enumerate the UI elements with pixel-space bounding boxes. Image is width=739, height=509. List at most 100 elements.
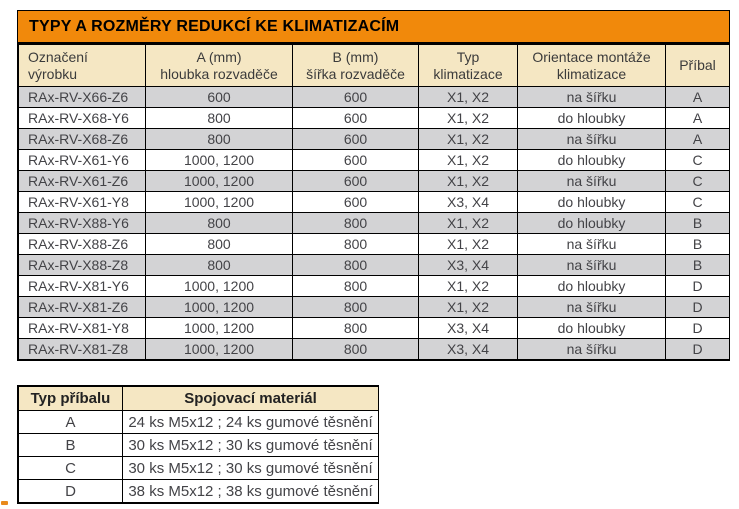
table-row: RAx-RV-X81-Y8 1000, 1200 800 X3, X4 do hloub… — [18, 317, 730, 339]
cell: 24 ks M5x12 ; 24 ks gumové těsnění — [122, 410, 379, 434]
column-header: Označení výrobku — [18, 44, 146, 87]
cell: na šířku — [517, 86, 666, 108]
cell: do hloubky — [517, 107, 666, 129]
accessory-table-body: A 24 ks M5x12 ; 24 ks gumové těsnění B 30 k… — [18, 410, 379, 503]
column-header: B (mm) šířka rozvaděče — [292, 44, 419, 87]
column-header: Typ příbalu — [18, 386, 123, 411]
cell: 1000, 1200 — [145, 317, 293, 339]
cell: A — [665, 86, 730, 108]
cell: do hloubky — [517, 275, 666, 297]
cell: do hloubky — [517, 149, 666, 171]
table-row: RAx-RV-X81-Z6 1000, 1200 800 X1, X2 na šířku… — [18, 296, 730, 318]
cell: 600 — [292, 191, 419, 213]
cell: X3, X4 — [418, 338, 518, 360]
cell: 1000, 1200 — [145, 296, 293, 318]
cell: X1, X2 — [418, 86, 518, 108]
table-row: A 24 ks M5x12 ; 24 ks gumové těsnění — [18, 410, 379, 434]
cell: 800 — [145, 233, 293, 255]
accessory-material-table: Typ příbalu Spojovací materiál A 24 ks M5x… — [17, 385, 379, 504]
cell: RAx-RV-X81-Y6 — [18, 275, 146, 297]
main-table-header: Označení výrobku A (mm) hloubka rozvaděče B … — [18, 44, 730, 87]
column-header-line: Typ příbalu — [30, 390, 111, 407]
cell: RAx-RV-X88-Y6 — [18, 212, 146, 234]
cell: 600 — [145, 86, 293, 108]
cell: D — [18, 479, 123, 503]
cell: C — [18, 456, 123, 480]
table-title: TYPY A ROZMĚRY REDUKCÍ KE KLIMATIZACÍM — [18, 11, 729, 44]
cell: 800 — [292, 317, 419, 339]
cell: 1000, 1200 — [145, 275, 293, 297]
cell: C — [665, 149, 730, 171]
cell: X1, X2 — [418, 128, 518, 150]
column-header-line: B (mm) — [332, 48, 379, 65]
cell: 1000, 1200 — [145, 170, 293, 192]
table-row: RAx-RV-X68-Y6 800 600 X1, X2 do hloubky A — [18, 107, 730, 129]
table-row: RAx-RV-X68-Z6 800 600 X1, X2 na šířku A — [18, 128, 730, 150]
cell: 800 — [292, 275, 419, 297]
cell: B — [665, 233, 730, 255]
cell: B — [665, 254, 730, 276]
cell: 600 — [292, 107, 419, 129]
header-row: Označení výrobku A (mm) hloubka rozvaděče B … — [18, 44, 730, 87]
column-header: Orientace montáže klimatizace — [517, 44, 666, 87]
cell: B — [18, 433, 123, 457]
cell: 30 ks M5x12 ; 30 ks gumové těsnění — [122, 456, 379, 480]
column-header-line: Typ — [456, 48, 480, 65]
cell: RAx-RV-X66-Z6 — [18, 86, 146, 108]
cell: RAx-RV-X68-Y6 — [18, 107, 146, 129]
cell: RAx-RV-X68-Z6 — [18, 128, 146, 150]
stray-orange-mark — [1, 501, 8, 505]
cell: na šířku — [517, 128, 666, 150]
cell: 600 — [292, 170, 419, 192]
table-row: RAx-RV-X88-Y6 800 800 X1, X2 do hloubky B — [18, 212, 730, 234]
cell: A — [665, 107, 730, 129]
cell: X3, X4 — [418, 254, 518, 276]
cell: 800 — [145, 128, 293, 150]
column-header-line: A (mm) — [196, 48, 242, 65]
cell: na šířku — [517, 296, 666, 318]
cell: na šířku — [517, 233, 666, 255]
column-header-line: klimatizace — [556, 65, 627, 82]
column-header-line: Příbal — [679, 57, 716, 73]
cell: X3, X4 — [418, 317, 518, 339]
table-row: RAx-RV-X88-Z8 800 800 X3, X4 na šířku B — [18, 254, 730, 276]
column-header: A (mm) hloubka rozvaděče — [145, 44, 293, 87]
cell: RAx-RV-X88-Z8 — [18, 254, 146, 276]
table-row: RAx-RV-X88-Z6 800 800 X1, X2 na šířku B — [18, 233, 730, 255]
cell: B — [665, 212, 730, 234]
cell: 1000, 1200 — [145, 191, 293, 213]
column-header-line: Orientace montáže — [532, 48, 651, 65]
cell: na šířku — [517, 170, 666, 192]
table-row: RAx-RV-X61-Y6 1000, 1200 600 X1, X2 do hloub… — [18, 149, 730, 171]
cell: D — [665, 296, 730, 318]
cell: C — [665, 170, 730, 192]
table-row: D 38 ks M5x12 ; 38 ks gumové těsnění — [18, 479, 379, 503]
cell: do hloubky — [517, 212, 666, 234]
cell: do hloubky — [517, 317, 666, 339]
cell: 800 — [292, 233, 419, 255]
column-header: Typ klimatizace — [418, 44, 518, 87]
cell: C — [665, 191, 730, 213]
column-header: Příbal — [665, 44, 730, 87]
cell: X1, X2 — [418, 275, 518, 297]
column-header: Spojovací materiál — [122, 386, 379, 411]
cell: 800 — [292, 254, 419, 276]
cell: na šířku — [517, 254, 666, 276]
column-header-line: hloubka rozvaděče — [160, 65, 278, 82]
table-row: B 30 ks M5x12 ; 30 ks gumové těsnění — [18, 433, 379, 457]
cell: X1, X2 — [418, 233, 518, 255]
cell: 800 — [145, 212, 293, 234]
reduction-types-table: TYPY A ROZMĚRY REDUKCÍ KE KLIMATIZACÍM O… — [17, 10, 730, 361]
cell: D — [665, 275, 730, 297]
cell: X1, X2 — [418, 296, 518, 318]
cell: X1, X2 — [418, 107, 518, 129]
cell: 38 ks M5x12 ; 38 ks gumové těsnění — [122, 479, 379, 503]
accessory-table-header: Typ příbalu Spojovací materiál — [18, 386, 379, 411]
cell: RAx-RV-X81-Y8 — [18, 317, 146, 339]
header-row: Typ příbalu Spojovací materiál — [18, 386, 379, 411]
cell: D — [665, 338, 730, 360]
cell: RAx-RV-X81-Z8 — [18, 338, 146, 360]
cell: RAx-RV-X61-Y8 — [18, 191, 146, 213]
cell: A — [18, 410, 123, 434]
